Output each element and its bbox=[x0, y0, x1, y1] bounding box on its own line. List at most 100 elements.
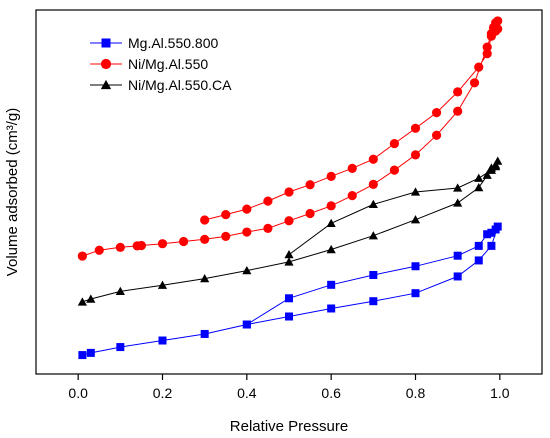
data-point bbox=[158, 336, 167, 345]
series-layer bbox=[77, 16, 503, 360]
data-point bbox=[326, 171, 336, 181]
data-point bbox=[242, 204, 252, 214]
data-point bbox=[493, 222, 502, 231]
data-point bbox=[389, 138, 400, 149]
data-point bbox=[200, 234, 210, 244]
x-axis-title: Relative Pressure bbox=[230, 418, 348, 435]
x-tick-label: 0.8 bbox=[406, 385, 426, 401]
data-point bbox=[86, 294, 96, 303]
y-axis-title: Volume adsorbed (cm³/g) bbox=[4, 108, 21, 276]
data-point bbox=[469, 78, 480, 88]
legend-label: Ni/Mg.Al.550.CA bbox=[128, 77, 232, 93]
data-point bbox=[487, 228, 496, 237]
data-point bbox=[493, 156, 503, 165]
data-point bbox=[368, 179, 378, 189]
data-point bbox=[200, 215, 210, 225]
data-point bbox=[285, 312, 293, 321]
data-point bbox=[431, 130, 442, 140]
legend-marker bbox=[101, 38, 111, 48]
data-point bbox=[157, 239, 168, 249]
legend: Mg.Al.550.800 Ni/Mg.Al.550 Ni/Mg.Al.550.CA bbox=[90, 35, 232, 93]
series-line-mg-al-550-800 bbox=[82, 226, 499, 356]
series-line-ni-mg-al-550-ca bbox=[82, 160, 499, 303]
data-point bbox=[453, 251, 462, 260]
data-point bbox=[487, 241, 496, 250]
data-point bbox=[347, 163, 357, 173]
data-point bbox=[368, 199, 378, 209]
data-point bbox=[77, 251, 87, 261]
data-point bbox=[284, 187, 294, 197]
data-point bbox=[369, 270, 378, 279]
data-point bbox=[263, 223, 273, 233]
data-point bbox=[453, 198, 463, 207]
data-point bbox=[242, 227, 252, 237]
data-point bbox=[178, 236, 189, 247]
data-point bbox=[221, 231, 231, 242]
legend-label: Mg.Al.550.800 bbox=[128, 35, 218, 51]
legend-item-ni-mg-al-550-ca: Ni/Mg.Al.550.CA bbox=[90, 77, 232, 93]
data-point bbox=[327, 304, 336, 313]
data-point bbox=[410, 215, 421, 224]
data-point bbox=[369, 297, 378, 306]
x-tick-label: 1.0 bbox=[490, 385, 510, 401]
data-point bbox=[368, 154, 378, 164]
data-point bbox=[326, 218, 336, 227]
legend-label: Ni/Mg.Al.550 bbox=[128, 56, 208, 72]
data-point bbox=[115, 242, 125, 252]
data-point bbox=[284, 216, 294, 226]
data-point bbox=[200, 329, 209, 338]
data-point bbox=[410, 150, 421, 160]
data-point bbox=[474, 62, 484, 72]
data-point bbox=[410, 187, 421, 196]
data-point bbox=[136, 240, 147, 251]
data-point bbox=[474, 256, 483, 265]
data-point bbox=[453, 87, 463, 97]
x-tick-label: 0.4 bbox=[237, 385, 257, 401]
data-point bbox=[474, 241, 483, 250]
data-point bbox=[483, 230, 492, 239]
legend-marker bbox=[100, 79, 112, 90]
data-point bbox=[411, 262, 420, 271]
data-point bbox=[486, 165, 496, 174]
data-point bbox=[326, 244, 336, 254]
data-point bbox=[482, 49, 492, 59]
data-point bbox=[94, 245, 104, 255]
data-point bbox=[115, 286, 125, 296]
data-point bbox=[474, 173, 484, 182]
data-point bbox=[242, 320, 251, 329]
data-point bbox=[482, 42, 492, 52]
legend-item-mg-al-550-800: Mg.Al.550.800 bbox=[90, 35, 218, 51]
data-point bbox=[431, 108, 442, 118]
x-tick-label: 0.6 bbox=[321, 385, 341, 401]
data-point bbox=[347, 191, 357, 201]
data-point bbox=[77, 297, 87, 306]
data-point bbox=[263, 196, 273, 206]
data-point bbox=[157, 280, 168, 289]
legend-marker bbox=[100, 58, 112, 70]
data-point bbox=[389, 165, 400, 175]
legend-item-ni-mg-al-550: Ni/Mg.Al.550 bbox=[90, 56, 208, 72]
series-ni-mg-al-550 bbox=[77, 16, 503, 261]
data-point bbox=[327, 280, 336, 289]
data-point bbox=[486, 31, 496, 41]
x-axis-ticks: 0.0 0.2 0.4 0.6 0.8 1.0 bbox=[68, 374, 510, 401]
data-point bbox=[242, 266, 252, 275]
x-tick-label: 0.0 bbox=[68, 385, 88, 401]
data-point bbox=[474, 183, 484, 192]
data-point bbox=[482, 170, 492, 179]
data-point bbox=[411, 289, 420, 298]
data-point bbox=[284, 257, 294, 266]
data-point bbox=[78, 351, 87, 360]
data-point bbox=[453, 272, 462, 281]
data-point bbox=[453, 183, 463, 192]
data-point bbox=[326, 201, 336, 211]
data-point bbox=[284, 250, 294, 259]
data-point bbox=[221, 209, 231, 220]
data-point bbox=[305, 180, 315, 190]
data-point bbox=[86, 348, 95, 357]
data-point bbox=[493, 16, 503, 26]
data-point bbox=[285, 294, 293, 303]
data-point bbox=[116, 343, 125, 352]
